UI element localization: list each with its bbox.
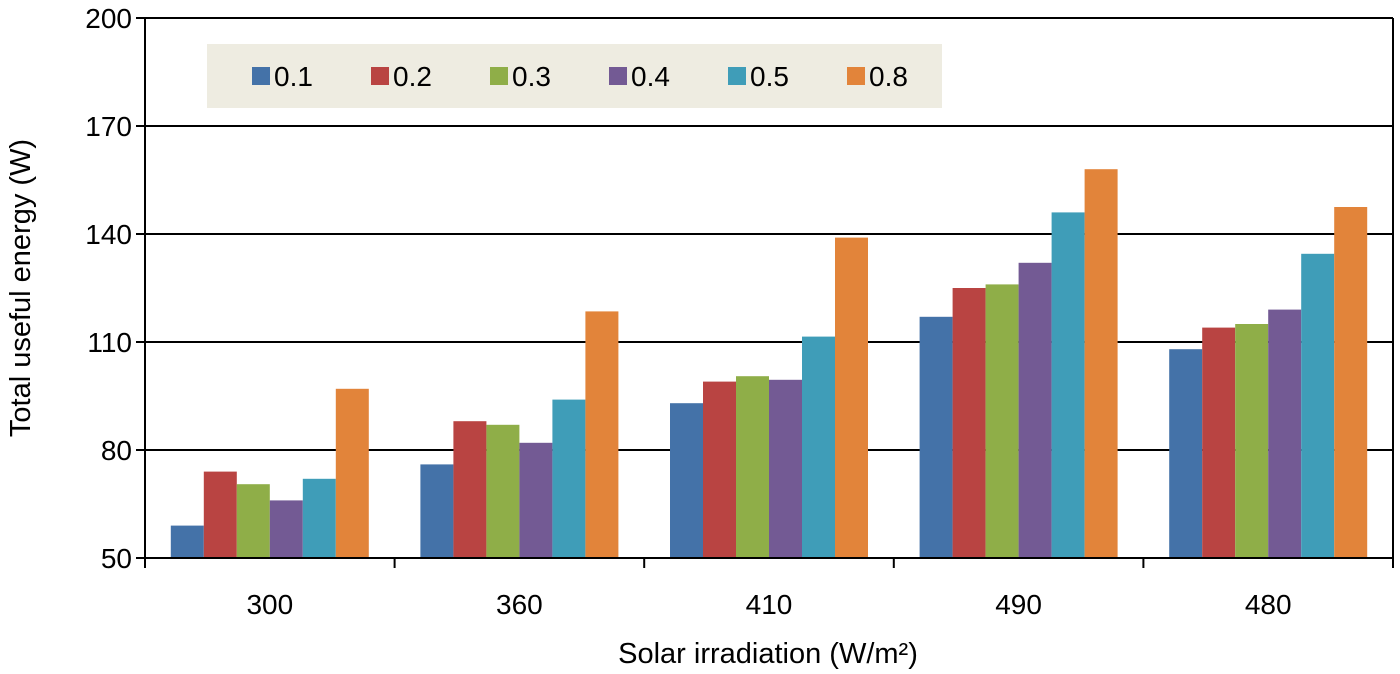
bar-0.4-480 xyxy=(1268,309,1302,558)
legend-label: 0.8 xyxy=(869,61,908,92)
bar-0.3-300 xyxy=(236,484,270,558)
bar-0.3-410 xyxy=(736,376,769,558)
bar-0.8-300 xyxy=(335,388,369,558)
legend-swatch-0.2 xyxy=(371,67,389,85)
bar-0.1-300 xyxy=(170,525,204,558)
bar-0.1-360 xyxy=(420,464,454,558)
legend-swatch-0.1 xyxy=(252,67,270,85)
bar-0.8-410 xyxy=(835,237,868,558)
y-tick-label: 170 xyxy=(85,111,132,142)
bars xyxy=(170,169,1368,559)
legend-swatch-0.5 xyxy=(728,67,746,85)
bar-0.2-300 xyxy=(203,471,237,558)
bar-0.8-480 xyxy=(1334,207,1368,558)
bar-0.4-410 xyxy=(769,379,802,558)
y-tick-label: 200 xyxy=(85,3,132,34)
legend-label: 0.1 xyxy=(274,61,313,92)
y-tick-label: 50 xyxy=(101,543,132,574)
bar-0.4-360 xyxy=(519,442,553,558)
bar-0.8-360 xyxy=(585,311,619,558)
bar-0.5-360 xyxy=(552,399,586,558)
bar-0.1-490 xyxy=(919,316,953,558)
y-tick-label: 80 xyxy=(101,435,132,466)
legend-label: 0.4 xyxy=(631,61,670,92)
bar-0.5-410 xyxy=(802,336,835,558)
bar-0.5-300 xyxy=(302,478,336,558)
bar-0.1-410 xyxy=(670,403,703,558)
legend-label: 0.3 xyxy=(512,61,551,92)
legend-swatch-0.4 xyxy=(609,67,627,85)
x-tick-labels: 300 360 410 490 480 xyxy=(246,589,1291,620)
y-axis-label: Total useful energy (W) xyxy=(5,139,37,437)
legend-label: 0.2 xyxy=(393,61,432,92)
x-tick-label: 410 xyxy=(746,589,793,620)
x-tick-label: 360 xyxy=(496,589,543,620)
bar-0.2-410 xyxy=(703,381,736,558)
legend-swatch-0.8 xyxy=(847,67,865,85)
x-tick-label: 300 xyxy=(246,589,293,620)
x-tick-label: 480 xyxy=(1245,589,1292,620)
bar-0.2-490 xyxy=(952,288,986,558)
bar-0.1-480 xyxy=(1169,349,1203,558)
bar-0.3-360 xyxy=(486,424,520,558)
y-tick-label: 140 xyxy=(85,219,132,250)
legend-label: 0.5 xyxy=(750,61,789,92)
legend-swatch-0.3 xyxy=(490,67,508,85)
axes xyxy=(136,17,1394,568)
bar-0.5-480 xyxy=(1301,253,1335,559)
y-tick-labels: 50 80 110 140 170 200 xyxy=(85,3,132,574)
legend-box xyxy=(207,44,942,108)
bar-0.3-490 xyxy=(985,284,1019,558)
x-tick-label: 490 xyxy=(995,589,1042,620)
y-tick-label: 110 xyxy=(87,327,132,358)
bar-0.3-480 xyxy=(1235,324,1269,558)
bar-0.2-360 xyxy=(453,421,487,558)
bar-0.4-490 xyxy=(1018,262,1052,558)
legend: 0.1 0.2 0.3 0.4 0.5 0.8 xyxy=(207,44,942,108)
bar-0.4-300 xyxy=(269,500,303,558)
bar-0.5-490 xyxy=(1051,212,1085,558)
x-axis-label: Solar irradiation (W/m²) xyxy=(618,638,918,670)
bar-0.2-480 xyxy=(1202,327,1236,558)
bar-0.8-490 xyxy=(1084,169,1118,558)
